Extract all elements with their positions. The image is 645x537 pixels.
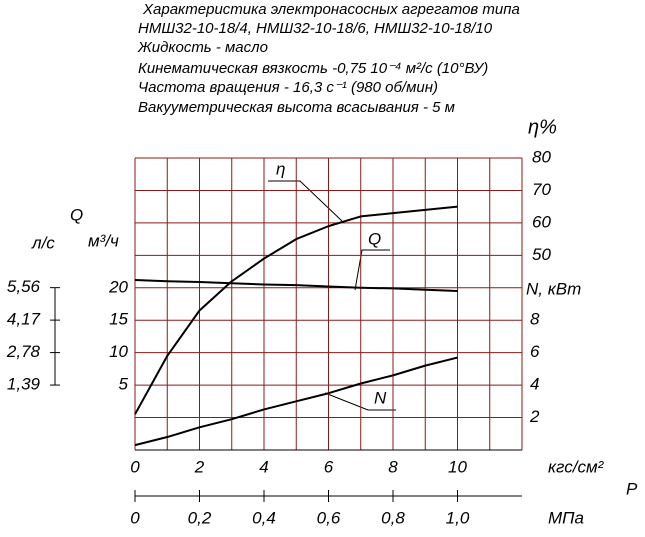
x2-tick-label: 0,8 xyxy=(381,508,405,527)
y3-label: N, кВт xyxy=(526,279,581,298)
y4-label: л/с xyxy=(31,233,55,252)
header-line: Характеристика электронасосных агрегатов… xyxy=(142,1,520,18)
y2-tick-label: 80 xyxy=(532,147,551,166)
x-tick-label: 6 xyxy=(324,457,334,476)
y-label: м³/ч xyxy=(88,231,119,250)
leader-line xyxy=(324,392,396,411)
y-tick-label: 10 xyxy=(109,342,128,361)
y3-tick-label: 6 xyxy=(530,342,540,361)
y4-tick-label: 4,17 xyxy=(7,310,41,329)
y2-tick-label: 70 xyxy=(532,180,551,199)
series-label: Q xyxy=(368,229,381,248)
series-line xyxy=(134,356,458,447)
y3-tick-label: 8 xyxy=(530,310,540,329)
header-line: Вакууметрическая высота всасывания - 5 м xyxy=(138,99,455,116)
y2-label: η% xyxy=(528,116,557,138)
x-tick-label: 10 xyxy=(448,457,467,476)
header: Характеристика электронасосных агрегатов… xyxy=(137,1,520,116)
y-tick-label: 20 xyxy=(108,277,128,296)
x-tick-label: 8 xyxy=(388,457,398,476)
y3-tick-label: 2 xyxy=(529,407,540,426)
y2-tick-label: 50 xyxy=(532,245,551,264)
leader-line xyxy=(268,180,343,222)
x-tick-label: 2 xyxy=(194,457,205,476)
y-title: Q xyxy=(70,205,83,224)
y4-tick-label: 2,78 xyxy=(6,342,41,361)
y4-tick-label: 5,56 xyxy=(7,277,41,296)
series-label: η xyxy=(276,159,285,178)
series-line xyxy=(134,278,458,293)
y2-tick-label: 60 xyxy=(532,212,551,231)
x2-tick-label: 0,6 xyxy=(317,508,341,527)
leader-line xyxy=(354,249,390,291)
y-tick-label: 5 xyxy=(119,375,129,394)
header-line: НМШ32-10-18/4, НМШ32-10-18/6, НМШ32-10-1… xyxy=(138,20,493,37)
y4-tick-label: 1,39 xyxy=(7,375,41,394)
series-line xyxy=(134,205,458,415)
series-label: N xyxy=(374,388,387,407)
x-title: P xyxy=(626,479,638,498)
x2-tick-label: 1,0 xyxy=(446,508,470,527)
x2-label: МПа xyxy=(548,508,584,527)
y3-tick-label: 4 xyxy=(530,375,539,394)
x2-tick-label: 0,4 xyxy=(252,508,276,527)
x-label: кгс/см² xyxy=(548,457,605,476)
x-tick-label: 0 xyxy=(130,457,140,476)
x2-tick-label: 0,2 xyxy=(188,508,212,527)
x2-tick-label: 0 xyxy=(130,508,140,527)
y-tick-label: 15 xyxy=(109,310,128,329)
header-line: Частота вращения - 16,3 с⁻¹ (980 об/мин) xyxy=(138,79,438,96)
x-tick-label: 4 xyxy=(259,457,268,476)
header-line: Кинематическая вязкость -0,75 10⁻⁴ м²/с … xyxy=(138,60,488,77)
header-line: Жидкость - масло xyxy=(137,39,268,56)
